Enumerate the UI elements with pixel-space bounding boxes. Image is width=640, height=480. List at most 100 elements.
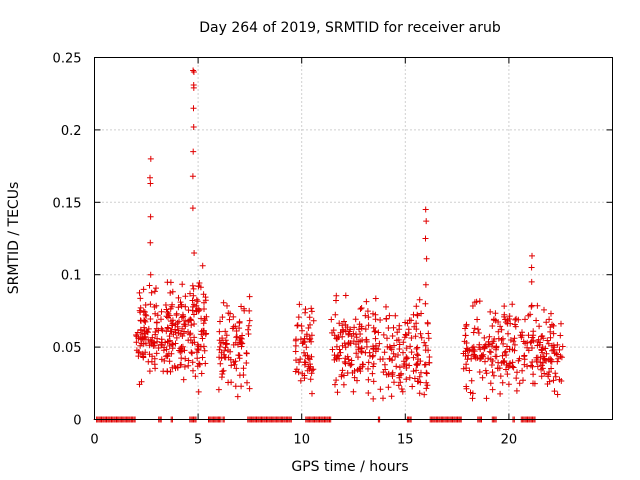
data-point [303, 331, 310, 338]
data-point [159, 342, 165, 349]
data-point [167, 289, 174, 296]
data-point [418, 334, 425, 341]
data-point [542, 345, 549, 352]
data-point [333, 377, 340, 384]
data-point [392, 312, 399, 319]
data-point [400, 339, 407, 346]
data-point [555, 355, 562, 362]
data-point [333, 343, 340, 350]
data-point [246, 385, 253, 392]
data-point [528, 278, 535, 285]
data-point [189, 205, 196, 212]
data-point [557, 332, 564, 339]
y-tick-label: 0.1 [61, 269, 82, 284]
data-point [329, 329, 335, 336]
data-point [151, 355, 158, 362]
data-point [220, 299, 227, 306]
data-point [136, 289, 143, 296]
data-point [219, 314, 226, 321]
data-point [307, 376, 314, 383]
data-point [190, 82, 197, 88]
data-point [236, 372, 243, 379]
data-point [400, 358, 407, 365]
data-point [190, 105, 197, 112]
data-point [504, 343, 510, 350]
data-point [468, 377, 475, 384]
data-point [201, 315, 208, 322]
data-point [345, 331, 352, 338]
data-point [243, 360, 250, 366]
chart-title: Day 264 of 2019, SRMTID for receiver aru… [199, 20, 501, 36]
data-point [196, 361, 203, 368]
data-point [465, 352, 472, 359]
data-point [140, 335, 147, 342]
data-point [479, 374, 486, 381]
data-point [396, 364, 403, 371]
data-point [169, 301, 176, 308]
data-point [328, 316, 335, 323]
data-point [187, 290, 193, 297]
data-point [342, 292, 349, 299]
data-point [403, 376, 410, 383]
data-point [413, 303, 420, 310]
data-point [467, 389, 474, 396]
data-point [147, 337, 154, 344]
data-point [401, 334, 408, 341]
data-point [497, 323, 504, 330]
data-point [163, 313, 170, 320]
data-point [365, 322, 372, 329]
data-point [144, 329, 151, 336]
x-tick-label: 0 [90, 433, 98, 448]
data-point [471, 325, 478, 332]
data-point [357, 331, 364, 337]
data-point [224, 302, 230, 309]
data-point [482, 367, 489, 374]
data-point [350, 330, 357, 337]
data-point [171, 363, 178, 370]
data-point [153, 319, 160, 326]
y-tick-label: 0.05 [53, 341, 82, 356]
data-point [360, 361, 367, 368]
data-point [505, 381, 512, 388]
data-point [188, 349, 195, 356]
data-point [137, 326, 144, 333]
data-point [474, 316, 481, 323]
data-point [185, 328, 191, 335]
data-point [342, 322, 349, 328]
data-point [534, 302, 541, 309]
data-point [296, 359, 302, 366]
data-point [147, 180, 154, 187]
data-point [147, 155, 154, 162]
y-axis-label: SRMTID / TECUs [6, 182, 22, 295]
data-point [178, 346, 185, 352]
data-point [492, 310, 499, 317]
data-point [549, 321, 555, 328]
data-point [234, 393, 241, 400]
data-point [297, 336, 304, 343]
data-point [339, 367, 346, 374]
data-point [497, 373, 504, 380]
data-point [530, 328, 537, 335]
data-point [158, 316, 164, 323]
data-point [461, 338, 468, 345]
data-point [301, 349, 307, 356]
data-point [189, 359, 196, 366]
data-point [336, 346, 343, 353]
data-point [509, 359, 516, 366]
data-point [408, 349, 415, 356]
x-tick-label: 15 [397, 433, 414, 448]
data-point [501, 349, 508, 356]
data-point [236, 325, 243, 332]
data-point [353, 334, 360, 341]
data-point [162, 302, 169, 308]
data-point [365, 359, 372, 366]
data-point [412, 333, 419, 340]
data-point [407, 343, 414, 350]
data-point [189, 303, 196, 310]
data-point [149, 334, 156, 341]
data-point [472, 355, 479, 362]
data-point [426, 359, 433, 366]
data-point [347, 326, 354, 333]
data-point [189, 350, 195, 357]
data-point [505, 364, 512, 371]
